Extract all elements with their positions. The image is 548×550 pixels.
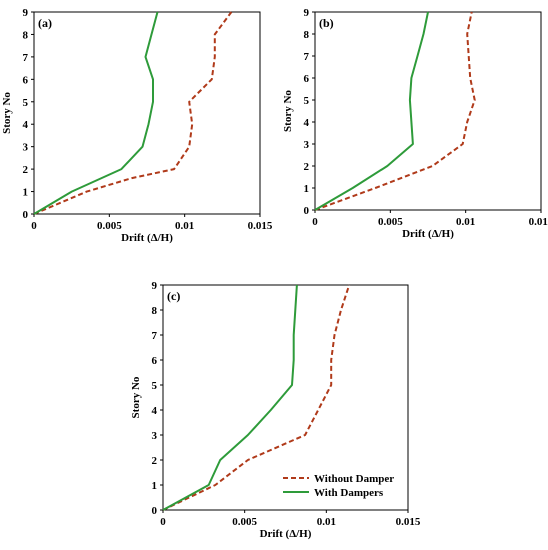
y-tick-label: 9: [152, 280, 158, 292]
plot-frame: [33, 11, 261, 215]
panel-label: (c): [167, 289, 180, 303]
y-axis-label: Story No: [130, 376, 142, 418]
x-tick-label: 0.01: [456, 216, 475, 228]
legend-entry: With Dampers: [314, 487, 384, 499]
y-tick-label: 5: [304, 95, 310, 107]
y-tick-label: 5: [152, 380, 158, 392]
y-tick-label: 4: [152, 405, 158, 417]
y-tick-label: 1: [304, 183, 310, 195]
y-tick-label: 9: [304, 7, 310, 19]
y-tick-label: 7: [304, 51, 310, 63]
y-tick-label: 4: [304, 117, 310, 129]
y-tick-label: 6: [23, 74, 29, 86]
y-tick-label: 9: [23, 7, 29, 19]
y-tick-label: 7: [152, 330, 158, 342]
y-tick-label: 2: [23, 164, 29, 176]
y-tick-label: 1: [152, 480, 158, 492]
y-tick-label: 8: [23, 29, 29, 41]
y-axis-label: Story No: [1, 92, 13, 134]
x-tick-label: 0.01: [317, 516, 336, 528]
x-tick-label: 0: [160, 516, 166, 528]
series-line-with-dampers: [33, 11, 159, 215]
series-line-with-dampers: [314, 11, 429, 211]
x-tick-label: 0.015: [248, 220, 273, 232]
x-tick-label: 0: [312, 216, 318, 228]
chart-panel-2: 0 1 2 3 4 5 6 7 8 9 0 0.005 0.01 0.015 Drift (Δ/H) Stor…: [282, 7, 548, 240]
y-tick-label: 3: [152, 430, 158, 442]
series-line-without-damper: [33, 11, 233, 215]
y-tick-label: 2: [304, 161, 310, 173]
x-tick-label: 0.005: [378, 216, 403, 228]
y-tick-label: 0: [152, 505, 158, 517]
x-tick-label: 0.015: [529, 216, 548, 228]
panel-label: (b): [319, 16, 334, 30]
y-tick-label: 0: [304, 205, 310, 217]
x-tick-label: 0.005: [97, 220, 122, 232]
chart-panel-3: 0 1 2 3 4 5 6 7 8 9 0 0.005 0.01 0.015 Drift (Δ/H) Stor…: [130, 280, 421, 540]
series-line-without-damper: [314, 11, 476, 211]
x-tick-label: 0.01: [175, 220, 194, 232]
y-tick-label: 6: [152, 355, 158, 367]
y-tick-label: 7: [23, 52, 29, 64]
plot-frame: [162, 284, 409, 511]
chart-panel-1: 0 1 2 3 4 5 6 7 8 9 0 0.005 0.01 0.015 Drift (Δ/H) Stor…: [1, 7, 273, 244]
y-axis-label: Story No: [282, 90, 294, 132]
y-tick-label: 3: [23, 142, 29, 154]
plot-frame: [314, 11, 542, 211]
y-tick-label: 1: [23, 187, 29, 199]
y-tick-label: 4: [23, 119, 29, 131]
y-tick-label: 5: [23, 97, 29, 109]
series-line-with-dampers: [162, 284, 298, 511]
y-tick-label: 2: [152, 455, 158, 467]
x-tick-label: 0.015: [396, 516, 421, 528]
x-tick-label: 0: [31, 220, 37, 232]
x-axis-label: Drift (Δ/H): [260, 528, 312, 540]
legend-entry: Without Damper: [314, 473, 394, 485]
y-tick-label: 8: [304, 29, 310, 41]
x-axis-label: Drift (Δ/H): [121, 232, 173, 244]
x-axis-label: Drift (Δ/H): [402, 228, 454, 240]
x-tick-label: 0.005: [232, 516, 257, 528]
y-tick-label: 0: [23, 209, 29, 221]
y-tick-label: 3: [304, 139, 310, 151]
panel-label: (a): [38, 16, 52, 30]
series-line-without-damper: [162, 284, 351, 511]
y-tick-label: 6: [304, 73, 310, 85]
y-tick-label: 8: [152, 305, 158, 317]
